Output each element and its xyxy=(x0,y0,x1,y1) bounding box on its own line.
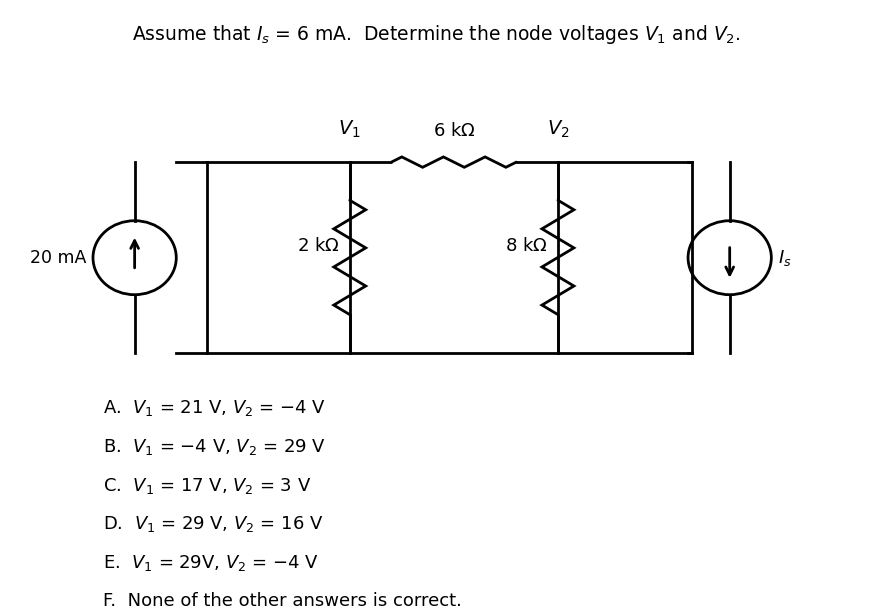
Text: B.  $V_1$ = $-$4 V, $V_2$ = 29 V: B. $V_1$ = $-$4 V, $V_2$ = 29 V xyxy=(102,437,326,457)
Text: A.  $V_1$ = 21 V, $V_2$ = $-$4 V: A. $V_1$ = 21 V, $V_2$ = $-$4 V xyxy=(102,398,326,418)
Text: E.  $V_1$ = 29V, $V_2$ = $-$4 V: E. $V_1$ = 29V, $V_2$ = $-$4 V xyxy=(102,553,319,573)
Text: 6 k$\Omega$: 6 k$\Omega$ xyxy=(432,122,475,141)
Text: Assume that $I_s$ = 6 mA.  Determine the node voltages $V_1$ and $V_2$.: Assume that $I_s$ = 6 mA. Determine the … xyxy=(132,23,741,46)
Text: C.  $V_1$ = 17 V, $V_2$ = 3 V: C. $V_1$ = 17 V, $V_2$ = 3 V xyxy=(102,476,311,496)
Text: $V_2$: $V_2$ xyxy=(546,119,569,141)
Text: $I_s$: $I_s$ xyxy=(778,248,792,268)
Text: D.  $V_1$ = 29 V, $V_2$ = 16 V: D. $V_1$ = 29 V, $V_2$ = 16 V xyxy=(102,515,323,534)
Text: F.  None of the other answers is correct.: F. None of the other answers is correct. xyxy=(102,592,462,609)
Text: $V_1$: $V_1$ xyxy=(339,119,361,141)
Text: 8 k$\Omega$: 8 k$\Omega$ xyxy=(505,237,547,255)
Text: 20 mA: 20 mA xyxy=(30,248,86,267)
Text: 2 k$\Omega$: 2 k$\Omega$ xyxy=(297,237,340,255)
